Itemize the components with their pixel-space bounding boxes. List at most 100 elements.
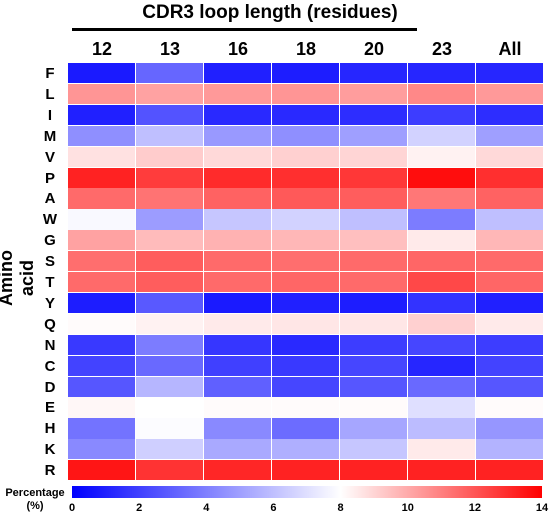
heatmap-cell-c-all [476,355,544,377]
heatmap-cell-t-12 [68,272,136,294]
row-label-i: I [47,106,53,124]
heatmap-cell-s-23 [408,251,476,273]
heatmap-cell-v-18 [272,146,340,168]
heatmap-cell-n-13 [136,334,204,356]
heatmap-cell-y-20 [340,292,408,315]
column-label-20: 20 [363,39,385,59]
heatmap-cell-w-13 [136,209,204,231]
heatmap-cell-h-23 [408,418,476,440]
row-label-w: W [42,211,58,229]
heatmap-cell-p-18 [272,167,340,189]
heatmap-cell-a-18 [272,188,340,210]
heatmap-cell-r-16 [204,460,272,482]
heatmap-cell-l-20 [340,83,408,106]
heatmap-cell-c-20 [340,355,408,377]
heatmap-cell-f-20 [340,63,408,85]
heatmap-cell-q-20 [340,313,408,336]
heatmap-cell-d-12 [68,376,136,398]
row-label-f: F [45,65,55,82]
heatmap-cell-a-23 [408,188,476,210]
row-label-e: E [44,399,55,417]
row-label-n: N [44,336,56,354]
heatmap-cell-k-23 [408,439,476,461]
colorbar-title-line-1: Percentage [5,487,65,499]
heatmap-cell-q-18 [272,313,340,336]
heatmap-cell-e-18 [272,397,340,419]
heatmap-cell-q-13 [136,313,204,336]
heatmap-cell-e-20 [340,397,408,419]
column-label-13: 13 [159,39,181,59]
row-label-r: R [44,462,56,480]
heatmap-cell-n-20 [340,334,408,356]
heatmap-cell-g-12 [68,230,136,252]
heatmap-cell-k-18 [272,439,340,461]
heatmap-cell-c-13 [136,355,204,377]
heatmap-cell-q-12 [68,313,136,336]
heatmap-cell-p-13 [136,167,204,189]
heatmap-cell-d-13 [136,376,204,398]
heatmap-cell-s-all [476,251,544,273]
column-label-16: 16 [227,39,249,59]
heatmap-cell-v-20 [340,146,408,168]
heatmap-cell-r-23 [408,460,476,482]
heatmap-cell-a-12 [68,188,136,210]
heatmap-cell-m-20 [340,125,408,147]
row-label-q: Q [44,315,56,333]
heatmap-cell-h-12 [68,418,136,440]
row-label-d: D [44,378,56,396]
heatmap-cell-q-all [476,313,544,336]
heatmap-cell-c-16 [204,355,272,377]
heatmap-cell-k-13 [136,439,204,461]
heatmap-cell-i-16 [204,104,272,127]
heatmap-cell-v-all [476,146,544,168]
heatmap-cell-k-16 [204,439,272,461]
heatmap-cell-v-12 [68,146,136,168]
colorbar-tick-0: 0 [68,502,76,514]
heatmap-cell-q-23 [408,313,476,336]
chart-title: CDR3 loop length (residues) [142,2,398,23]
heatmap-cell-d-20 [340,376,408,398]
heatmap-cell-h-16 [204,418,272,440]
colorbar-tick-14: 14 [535,502,549,514]
heatmap-cell-i-all [476,104,544,127]
column-label-12: 12 [91,39,113,59]
row-label-s: S [44,253,55,271]
heatmap-cell-r-18 [272,460,340,482]
heatmap-cell-l-18 [272,83,340,106]
heatmap-cell-i-18 [272,104,340,127]
heatmap-cell-m-13 [136,125,204,147]
heatmap-cell-y-18 [272,292,340,315]
heatmap-cell-h-13 [136,418,204,440]
heatmap-cell-w-18 [272,209,340,231]
heatmap-cell-i-23 [408,104,476,127]
heatmap-cell-l-13 [136,83,204,106]
row-label-l: L [45,85,55,103]
heatmap-cell-e-all [476,397,544,419]
heatmap-cell-m-12 [68,125,136,147]
heatmap-cell-g-23 [408,230,476,252]
column-label-23: 23 [431,39,453,59]
heatmap-cell-g-20 [340,230,408,252]
heatmap-cell-g-all [476,230,544,252]
heatmap-cell-w-20 [340,209,408,231]
heatmap-cell-n-all [476,334,544,356]
heatmap-cell-p-23 [408,167,476,189]
heatmap-cell-n-16 [204,334,272,356]
heatmap-cell-s-12 [68,251,136,273]
heatmap-cell-p-12 [68,167,136,189]
heatmap-cell-v-16 [204,146,272,168]
heatmap-cell-n-12 [68,334,136,356]
heatmap-cell-t-20 [340,272,408,294]
heatmap-cell-a-13 [136,188,204,210]
heatmap-cell-e-23 [408,397,476,419]
heatmap-cell-t-18 [272,272,340,294]
heatmap-cell-s-16 [204,251,272,273]
heatmap-cell-k-all [476,439,544,461]
heatmap-cell-y-13 [136,292,204,315]
heatmap-cell-c-12 [68,355,136,377]
heatmap-cell-h-all [476,418,544,440]
heatmap-cell-r-20 [340,460,408,482]
heatmap-cell-m-all [476,125,544,147]
heatmap-cell-v-23 [408,146,476,168]
heatmap-cell-f-23 [408,63,476,85]
